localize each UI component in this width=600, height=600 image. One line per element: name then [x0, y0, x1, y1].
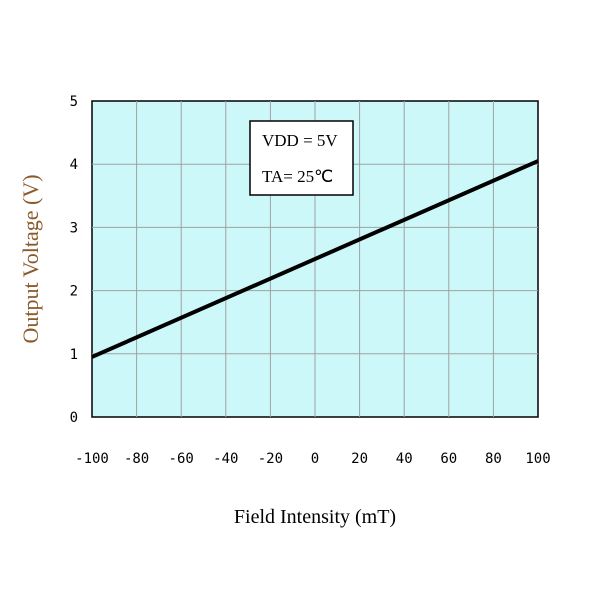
x-tick-label: 20: [351, 451, 368, 467]
y-tick-label: 3: [70, 220, 78, 236]
annotation-box: VDD = 5V TA= 25℃: [249, 120, 354, 196]
y-axis-ticks: 0 1 2 3 4 5: [70, 94, 78, 426]
x-tick-label: 0: [311, 451, 319, 467]
x-tick-label: 60: [440, 451, 457, 467]
y-tick-label: 2: [70, 284, 78, 300]
x-tick-label: -40: [213, 451, 238, 467]
y-tick-label: 5: [70, 94, 78, 110]
grid: [92, 101, 538, 417]
x-tick-label: 80: [485, 451, 502, 467]
y-tick-label: 1: [70, 347, 78, 363]
series-layer: [91, 159, 539, 359]
x-tick-label: 40: [396, 451, 413, 467]
x-tick-label: -80: [124, 451, 149, 467]
series-line: [91, 159, 539, 359]
x-axis-label: Field Intensity (mT): [234, 506, 396, 528]
y-axis-label: Output Voltage (V): [18, 174, 43, 343]
x-axis-ticks: -100 -80 -60 -40 -20 0 20 40 60 80 100: [75, 451, 551, 467]
y-tick-label: 0: [70, 410, 78, 426]
x-tick-label: -100: [75, 451, 109, 467]
x-tick-label: -20: [258, 451, 283, 467]
x-tick-label: 100: [525, 451, 550, 467]
annotation-line-1: VDD = 5V: [262, 131, 338, 150]
y-tick-label: 4: [70, 157, 78, 173]
annotation-line-2: TA= 25℃: [262, 167, 333, 186]
x-tick-label: -60: [169, 451, 194, 467]
